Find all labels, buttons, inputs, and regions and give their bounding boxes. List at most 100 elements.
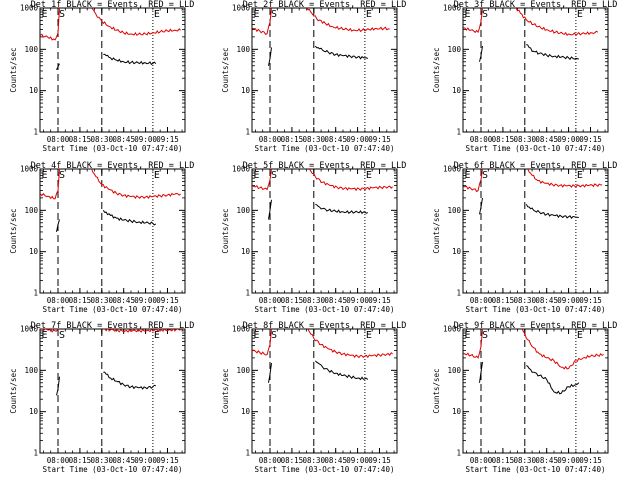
end-marker-label: E: [464, 9, 470, 20]
x-tick-label: 08:00: [47, 456, 70, 465]
y-tick-label: 100: [236, 366, 250, 375]
y-tick-label: 1: [245, 449, 250, 458]
x-tick-label: 09:00: [557, 135, 580, 144]
y-tick-label: 100: [236, 45, 250, 54]
events-series-line: [268, 47, 272, 66]
lld-series-line: [463, 329, 483, 359]
y-axis-label: Counts/sec: [432, 208, 441, 253]
y-axis-label: Counts/sec: [221, 368, 230, 413]
panel-title: Det 3f BLACK = Events, RED = LLD: [454, 0, 618, 10]
x-tick-label: 09:15: [156, 456, 179, 465]
events-series-line: [525, 204, 579, 220]
y-tick-label: 1: [245, 128, 250, 137]
events-series-line: [56, 63, 60, 71]
x-tick-label: 09:15: [368, 135, 391, 144]
lld-series-line: [521, 329, 604, 370]
x-tick-label: 09:15: [368, 296, 391, 305]
events-series-line: [479, 46, 483, 62]
events-series-line: [314, 45, 369, 60]
x-tick-label: 08:45: [324, 456, 347, 465]
y-tick-label: 100: [24, 45, 38, 54]
panel-title: Det 7f BLACK = Events, RED = LLD: [31, 321, 195, 331]
lld-series-line: [40, 329, 59, 333]
y-tick-label: 1000: [232, 165, 251, 174]
x-axis-label: Start Time (03-Oct-10 07:47:40): [43, 465, 183, 474]
x-tick-label: 08:00: [470, 135, 493, 144]
panel-title: Det 8f BLACK = Events, RED = LLD: [243, 321, 407, 331]
y-tick-label: 1: [33, 128, 38, 137]
y-tick-label: 100: [447, 45, 461, 54]
x-tick-label: 09:00: [346, 296, 369, 305]
y-tick-label: 1000: [443, 325, 462, 334]
y-tick-label: 10: [452, 407, 462, 416]
x-tick-label: 09:00: [557, 296, 580, 305]
y-tick-label: 1000: [20, 165, 39, 174]
lld-series-line: [307, 329, 393, 359]
events-series-line: [479, 361, 483, 383]
x-tick-label: 09:00: [557, 456, 580, 465]
lld-series-line: [91, 8, 181, 36]
y-tick-label: 1: [33, 449, 38, 458]
end-marker-label: E: [464, 330, 470, 341]
x-axis-label: Start Time (03-Oct-10 07:47:40): [43, 305, 183, 314]
end-marker-label: E: [41, 170, 47, 181]
y-axis-label: Counts/sec: [432, 368, 441, 413]
x-tick-label: 08:15: [69, 135, 92, 144]
lld-series-line: [308, 169, 393, 192]
x-tick-label: 08:30: [303, 135, 326, 144]
events-series-line: [56, 376, 60, 396]
events-series-line: [103, 371, 156, 390]
lld-series-line: [40, 169, 60, 200]
x-tick-label: 08:15: [281, 296, 304, 305]
x-tick-label: 08:00: [470, 296, 493, 305]
events-series-line: [314, 360, 369, 381]
events-series-line: [268, 363, 272, 383]
events-series-line: [56, 219, 60, 233]
plot-frame: [251, 168, 398, 294]
x-tick-label: 08:00: [47, 135, 70, 144]
x-tick-label: 08:30: [514, 456, 537, 465]
y-tick-label: 1: [456, 128, 461, 137]
plot-frame: [462, 328, 609, 454]
lld-series-line: [463, 8, 483, 34]
y-tick-label: 1000: [20, 4, 39, 13]
x-tick-label: 08:30: [91, 296, 114, 305]
panel-title: Det 9f BLACK = Events, RED = LLD: [454, 321, 618, 331]
end-marker-label: E: [464, 170, 470, 181]
x-tick-label: 08:00: [47, 296, 70, 305]
detector-panel: Det 9f BLACK = Events, RED = LLD 1 10 100 10…: [432, 321, 617, 474]
y-tick-label: 1000: [232, 325, 251, 334]
x-tick-label: 09:15: [579, 135, 602, 144]
x-tick-label: 08:45: [324, 296, 347, 305]
x-tick-label: 09:00: [134, 456, 157, 465]
y-axis-label: Counts/sec: [221, 47, 230, 92]
y-axis-label: Counts/sec: [9, 208, 18, 253]
end-marker-label: E: [154, 9, 160, 20]
y-tick-label: 1000: [443, 165, 462, 174]
y-tick-label: 1: [33, 289, 38, 298]
plot-frame: [39, 328, 186, 454]
x-tick-label: 09:15: [579, 456, 602, 465]
y-tick-label: 10: [29, 86, 39, 95]
end-marker-label: E: [366, 330, 372, 341]
events-series-line: [479, 197, 483, 215]
start-marker-label: S: [59, 330, 65, 341]
detector-panel: Det 6f BLACK = Events, RED = LLD 1 10 100 10…: [432, 161, 617, 314]
x-axis-label: Start Time (03-Oct-10 07:47:40): [466, 305, 606, 314]
x-tick-label: 09:15: [156, 296, 179, 305]
events-series-line: [526, 365, 580, 395]
start-marker-label: S: [271, 330, 277, 341]
start-marker-label: S: [482, 170, 488, 181]
detector-panel: Det 5f BLACK = Events, RED = LLD 1 10 100 10…: [221, 161, 406, 314]
x-tick-label: 08:00: [259, 135, 282, 144]
panel-title: Det 5f BLACK = Events, RED = LLD: [243, 161, 407, 171]
x-tick-label: 08:45: [535, 296, 558, 305]
x-tick-label: 08:00: [259, 296, 282, 305]
start-marker-label: S: [59, 170, 65, 181]
plot-frame: [39, 168, 186, 294]
end-marker-label: E: [41, 9, 47, 20]
panel-title: Det 1f BLACK = Events, RED = LLD: [31, 0, 195, 10]
events-series-line: [268, 199, 272, 220]
x-tick-label: 08:15: [492, 456, 515, 465]
lld-series-line: [40, 8, 60, 41]
